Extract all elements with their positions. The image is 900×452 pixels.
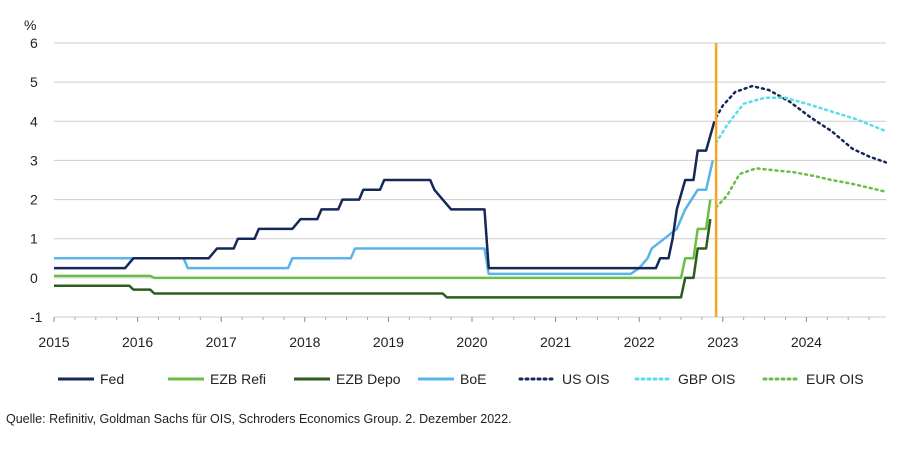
y-tick-labels: -1 0 1 2 3 4 5 6 bbox=[30, 35, 43, 325]
x-tick-4: 2019 bbox=[373, 334, 404, 350]
legend-label-1: EZB Refi bbox=[210, 371, 266, 387]
grid bbox=[54, 42, 886, 318]
series-fed bbox=[54, 120, 716, 270]
legend: Fed EZB Refi EZB Depo BoE US OIS GBP OIS EUR O… bbox=[58, 371, 864, 387]
series-gbp-ois bbox=[714, 96, 888, 145]
x-tick-1: 2016 bbox=[122, 334, 153, 350]
legend-label-0: Fed bbox=[100, 371, 124, 387]
series-boe bbox=[54, 160, 715, 276]
y-tick-3: 2 bbox=[30, 192, 38, 208]
x-tick-8: 2023 bbox=[707, 334, 738, 350]
series-lines bbox=[54, 84, 888, 299]
y-tick-7: 6 bbox=[30, 35, 38, 51]
series-ezb-refi bbox=[54, 199, 712, 280]
x-tick-2: 2017 bbox=[206, 334, 237, 350]
y-tick-0: -1 bbox=[30, 309, 43, 325]
legend-label-5: GBP OIS bbox=[678, 371, 735, 387]
y-tick-6: 5 bbox=[30, 74, 38, 90]
y-axis-label: % bbox=[24, 17, 36, 33]
x-tick-7: 2022 bbox=[624, 334, 655, 350]
y-tick-5: 4 bbox=[30, 113, 38, 129]
legend-label-4: US OIS bbox=[562, 371, 609, 387]
x-tick-5: 2020 bbox=[456, 334, 487, 350]
series-us-ois bbox=[714, 84, 888, 164]
y-tick-2: 1 bbox=[30, 231, 38, 247]
x-tick-6: 2021 bbox=[540, 334, 571, 350]
y-tick-4: 3 bbox=[30, 152, 38, 168]
source-note: Quelle: Refinitiv, Goldman Sachs für OIS… bbox=[6, 412, 512, 426]
legend-label-2: EZB Depo bbox=[336, 371, 401, 387]
series-ezb-depo bbox=[54, 218, 712, 299]
x-tick-0: 2015 bbox=[38, 334, 69, 350]
x-tick-labels: 2015 2016 2017 2018 2019 2020 2021 2022 2023 2024 bbox=[38, 317, 870, 350]
series-eur-ois bbox=[714, 167, 888, 209]
x-tick-3: 2018 bbox=[289, 334, 320, 350]
legend-label-6: EUR OIS bbox=[806, 371, 864, 387]
y-tick-1: 0 bbox=[30, 270, 38, 286]
x-tick-9: 2024 bbox=[791, 334, 822, 350]
legend-label-3: BoE bbox=[460, 371, 486, 387]
